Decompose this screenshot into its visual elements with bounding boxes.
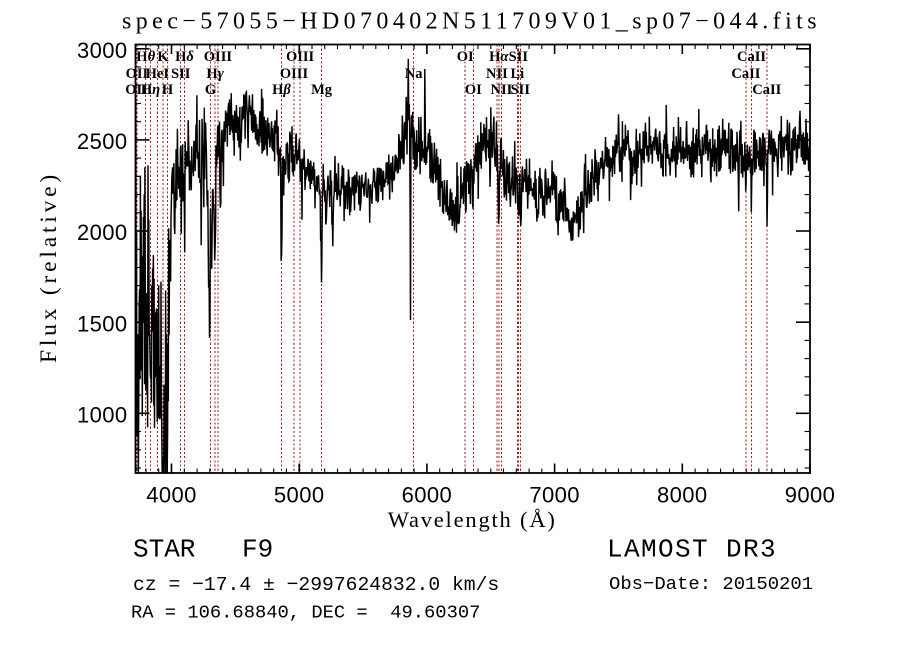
svg-text:Obs−Date: 20150201: Obs−Date: 20150201 xyxy=(609,573,813,595)
svg-text:3000: 3000 xyxy=(77,38,128,63)
svg-text:cz = −17.4 ± −2997624832.0 km/: cz = −17.4 ± −2997624832.0 km/s xyxy=(133,574,499,596)
svg-text:Wavelength (Å): Wavelength (Å) xyxy=(388,507,557,532)
svg-text:OIII: OIII xyxy=(204,49,233,65)
svg-text:Mg: Mg xyxy=(311,82,333,98)
svg-text:Hγ: Hγ xyxy=(206,66,224,82)
svg-text:HeI: HeI xyxy=(146,66,170,82)
svg-text:LAMOST DR3: LAMOST DR3 xyxy=(607,535,777,565)
svg-text:OII: OII xyxy=(126,66,149,82)
svg-text:8000: 8000 xyxy=(657,483,708,508)
svg-text:G: G xyxy=(205,82,216,98)
svg-text:CaII: CaII xyxy=(731,66,760,82)
svg-text:K: K xyxy=(157,49,169,65)
svg-text:OI: OI xyxy=(465,82,482,98)
svg-text:1500: 1500 xyxy=(77,311,128,336)
svg-text:7000: 7000 xyxy=(529,483,580,508)
svg-text:Hθ: Hθ xyxy=(136,49,155,65)
svg-text:4000: 4000 xyxy=(146,483,197,508)
svg-text:RA = 106.68840, DEC = 49.6030: RA = 106.68840, DEC = 49.60307 xyxy=(131,602,480,624)
svg-text:Hη: Hη xyxy=(141,82,160,98)
svg-text:STAR: STAR xyxy=(133,535,195,565)
svg-text:OIII: OIII xyxy=(286,49,315,65)
svg-text:H: H xyxy=(162,82,174,98)
svg-text:OIII: OIII xyxy=(280,66,309,82)
svg-text:OI: OI xyxy=(457,49,474,65)
svg-text:Hδ: Hδ xyxy=(175,49,194,65)
svg-text:5000: 5000 xyxy=(274,483,325,508)
svg-text:F9: F9 xyxy=(242,535,273,565)
svg-text:Hβ: Hβ xyxy=(272,82,291,98)
svg-text:Hα: Hα xyxy=(489,49,509,65)
svg-text:Flux (relative): Flux (relative) xyxy=(36,171,62,363)
svg-text:NII: NII xyxy=(491,82,513,98)
svg-text:1000: 1000 xyxy=(77,403,128,428)
svg-text:CaII: CaII xyxy=(752,82,781,98)
svg-text:NII: NII xyxy=(486,66,508,82)
svg-text:9000: 9000 xyxy=(785,483,836,508)
svg-text:OII: OII xyxy=(125,82,148,98)
svg-text:SII: SII xyxy=(511,82,531,98)
svg-text:spec−57055−HD070402N511709V01_: spec−57055−HD070402N511709V01_sp07−044.f… xyxy=(122,9,821,35)
svg-text:Li: Li xyxy=(510,66,524,82)
svg-text:SII: SII xyxy=(171,66,191,82)
svg-text:CaII: CaII xyxy=(737,49,766,65)
svg-text:Na: Na xyxy=(405,66,423,82)
svg-text:2500: 2500 xyxy=(77,129,128,154)
svg-text:6000: 6000 xyxy=(402,483,453,508)
svg-text:SII: SII xyxy=(509,49,529,65)
svg-text:2000: 2000 xyxy=(77,220,128,245)
